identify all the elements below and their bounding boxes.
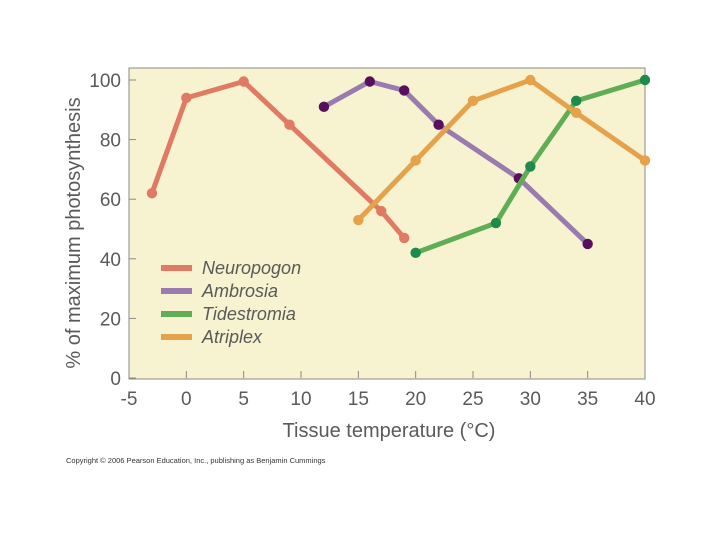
data-point-neuropogon — [399, 232, 410, 244]
legend-label-tidestromia: Tidestromia — [202, 304, 296, 324]
data-point-ambrosia — [364, 76, 375, 87]
data-point-neuropogon — [284, 119, 295, 130]
data-point-neuropogon — [376, 205, 387, 217]
data-point-atriplex — [410, 155, 421, 166]
y-tick-label: 80 — [100, 131, 121, 152]
x-tick-label: 35 — [577, 389, 598, 410]
legend-label-neuropogon: Neuropogon — [202, 258, 301, 278]
data-point-ambrosia — [318, 101, 330, 113]
y-tick-label: 0 — [110, 369, 121, 390]
x-tick-label: 10 — [290, 389, 311, 410]
data-point-ambrosia — [433, 119, 444, 130]
x-tick-label: 30 — [520, 389, 541, 410]
data-point-atriplex — [525, 74, 536, 86]
data-point-atriplex — [571, 107, 582, 118]
data-point-neuropogon — [238, 76, 249, 87]
plot-area — [128, 67, 646, 380]
series-tidestromia — [410, 74, 651, 259]
legend: Neuropogon Ambrosia Tidestromia Atriplex — [161, 258, 301, 347]
data-point-tidestromia — [525, 161, 536, 172]
data-point-tidestromia — [571, 95, 582, 107]
x-tick-label: 40 — [634, 389, 655, 410]
copyright-notice: Copyright © 2006 Pearson Education, Inc.… — [66, 456, 326, 465]
y-tick-label: 20 — [100, 309, 121, 330]
y-ticks: 0 20 40 60 80 100 — [89, 71, 136, 390]
data-point-atriplex — [639, 155, 651, 166]
data-point-tidestromia — [639, 74, 651, 86]
data-point-ambrosia — [399, 85, 410, 96]
data-point-ambrosia — [582, 238, 593, 250]
y-tick-label: 40 — [100, 250, 121, 271]
x-ticks: -5 0 5 10 15 20 25 30 35 40 — [121, 371, 656, 410]
data-point-atriplex — [353, 214, 364, 226]
series-line-atriplex — [355, 77, 648, 223]
data-point-tidestromia — [410, 247, 421, 259]
y-tick-label: 100 — [89, 71, 121, 92]
data-point-tidestromia — [490, 217, 502, 229]
plot-layer — [146, 74, 651, 259]
legend-label-ambrosia: Ambrosia — [201, 281, 278, 301]
legend-label-atriplex: Atriplex — [201, 327, 263, 347]
series-line-neuropogon — [149, 78, 407, 241]
data-point-atriplex — [467, 95, 479, 107]
x-tick-label: 25 — [462, 389, 483, 410]
y-axis-title: % of maximum photosynthesis — [63, 97, 85, 368]
x-tick-label: 15 — [348, 389, 369, 410]
y-tick-label: 60 — [100, 190, 121, 211]
x-tick-label: 0 — [181, 389, 192, 410]
data-point-neuropogon — [146, 188, 158, 199]
series-neuropogon — [146, 76, 410, 244]
data-point-neuropogon — [181, 92, 192, 104]
series-atriplex — [353, 74, 651, 226]
x-tick-label: 20 — [405, 389, 426, 410]
x-axis-title: Tissue temperature (°C) — [283, 420, 496, 442]
series-line-ambrosia — [321, 78, 591, 247]
x-tick-label: 5 — [238, 389, 249, 410]
x-tick-label: -5 — [121, 389, 138, 410]
